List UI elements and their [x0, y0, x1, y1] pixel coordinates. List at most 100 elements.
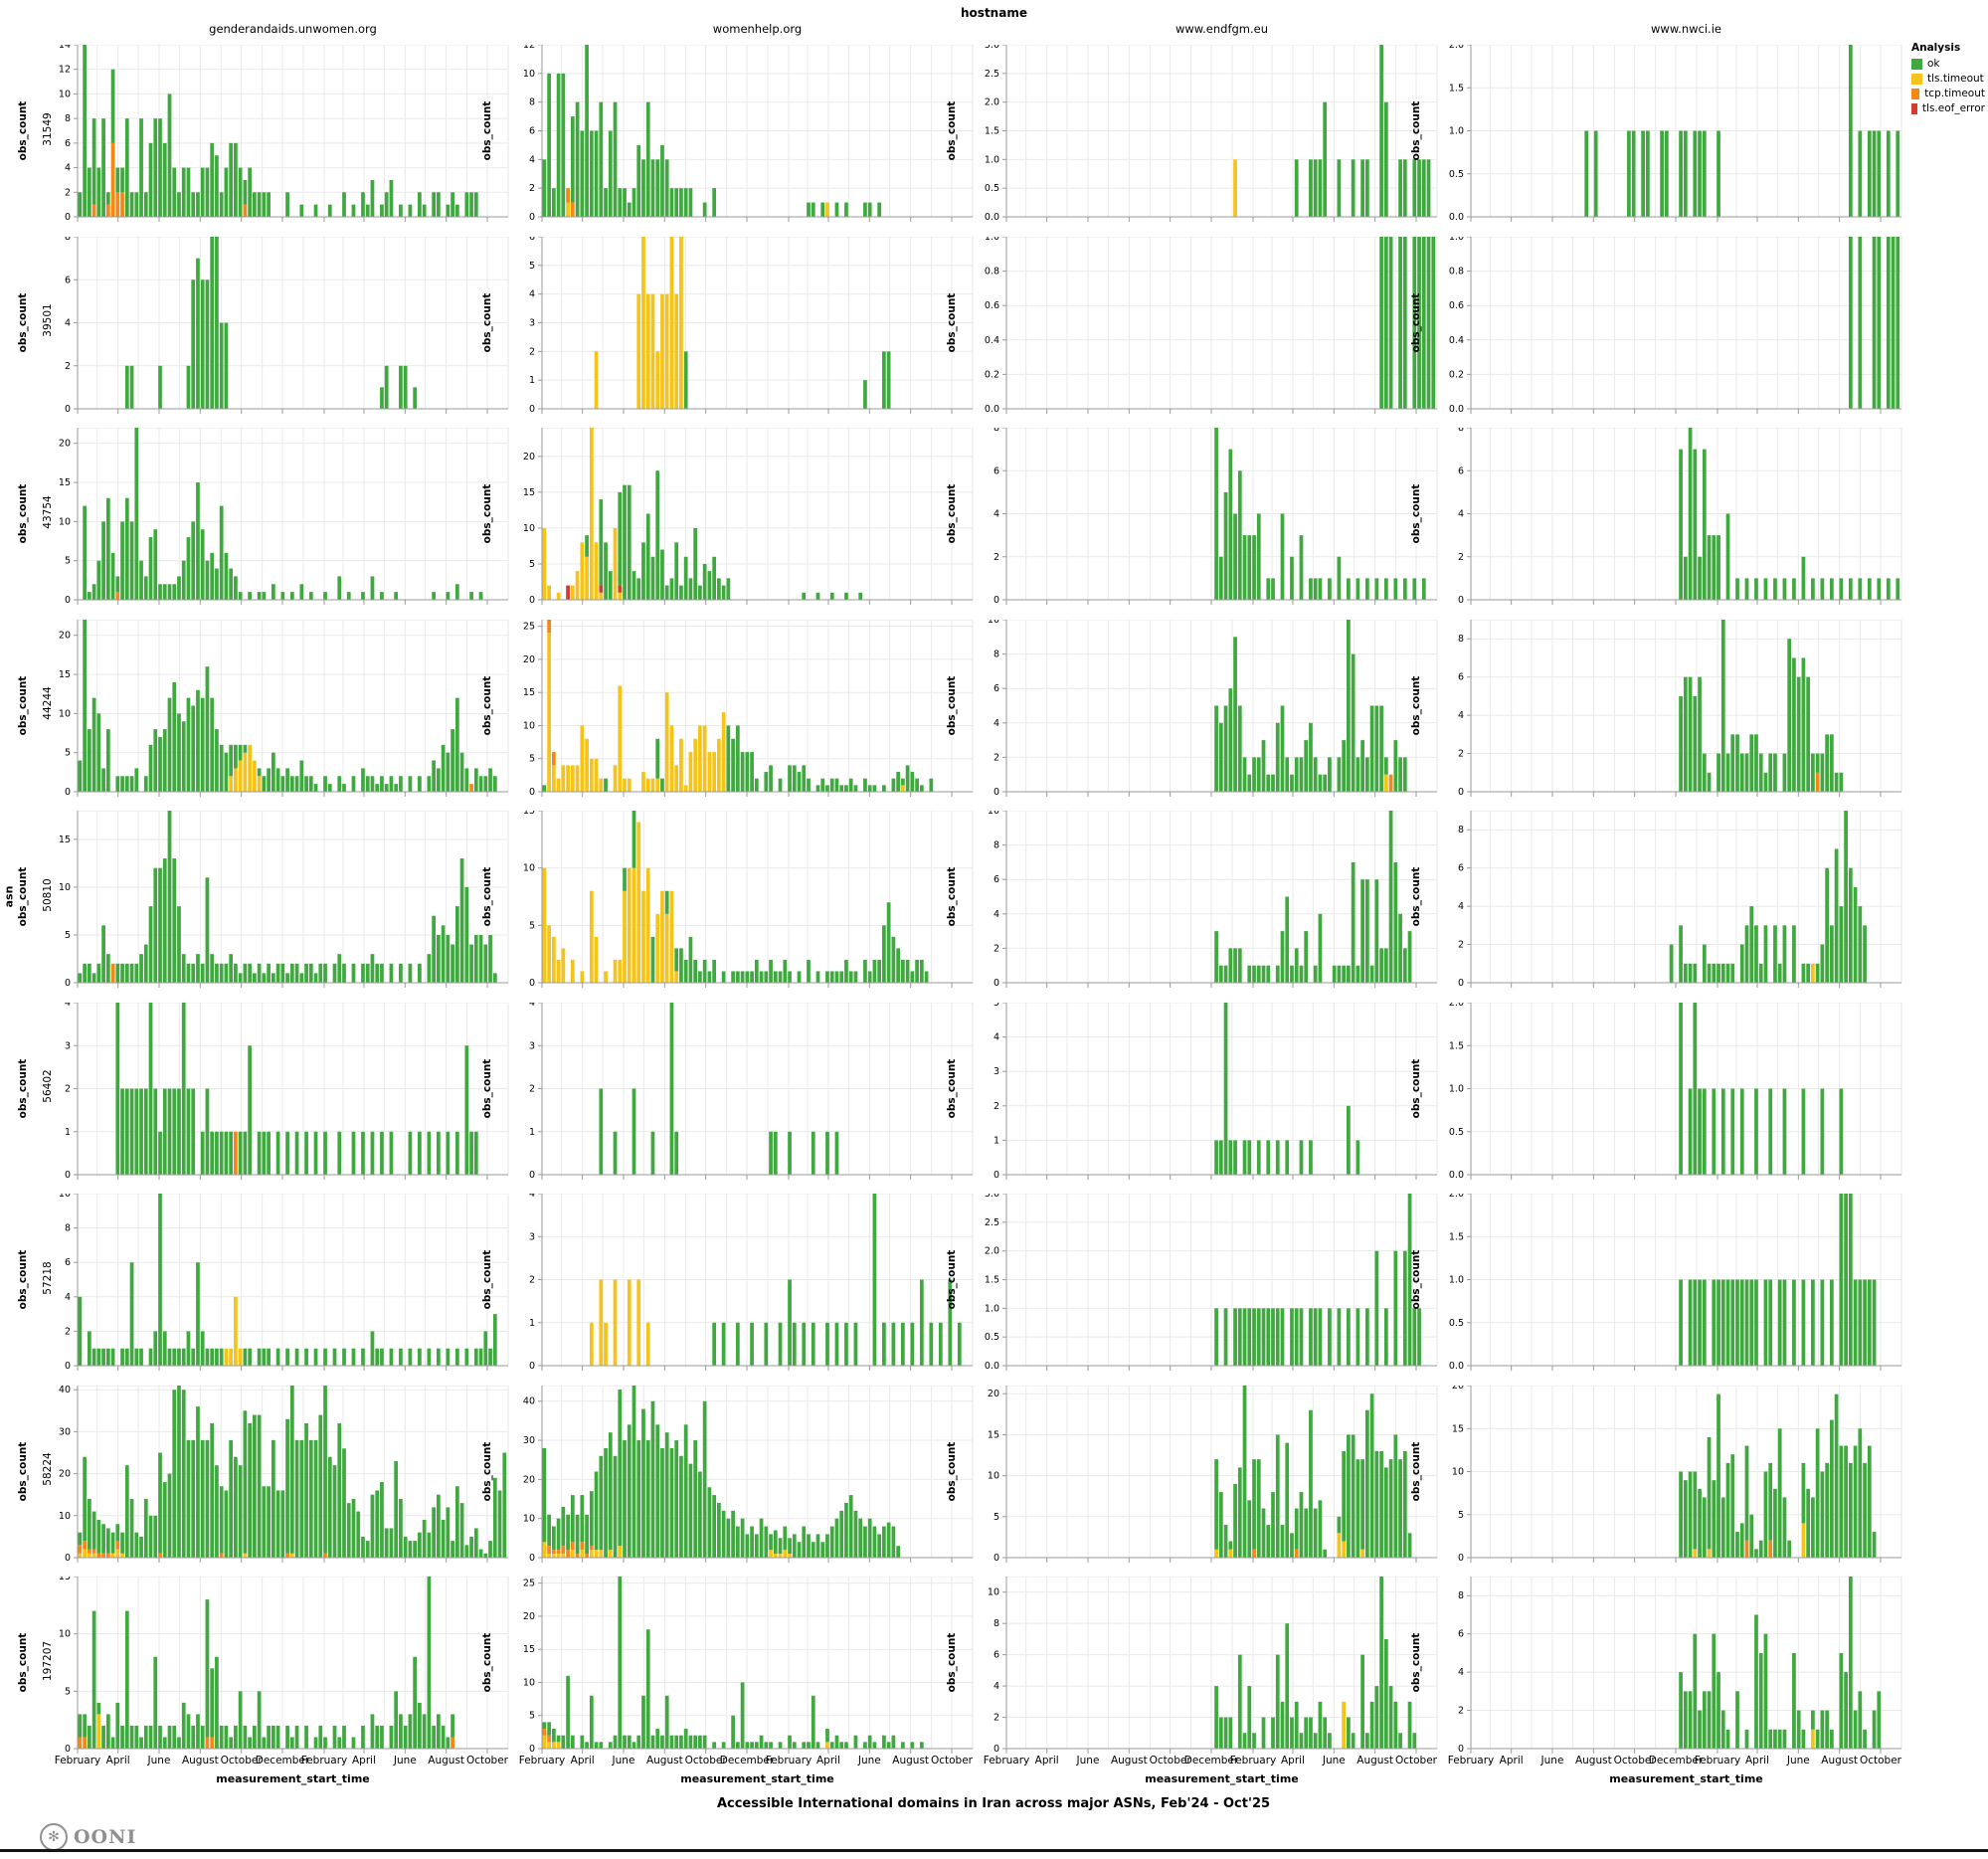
y-tick-label: 20: [523, 452, 535, 463]
bar-segment-ok: [807, 778, 811, 792]
bar-segment-ok: [863, 959, 867, 983]
bar-segment-ok: [196, 1714, 200, 1749]
bar-segment-tls: [120, 1553, 124, 1558]
bar-segment-ok: [413, 386, 418, 409]
bar-segment-ok: [1848, 45, 1853, 217]
y-tick-label: 4: [65, 317, 71, 328]
bar-segment-ok: [1782, 578, 1787, 600]
bar-segment-ok: [1328, 578, 1332, 600]
bar-segment-ok: [613, 1735, 618, 1749]
bar-segment-ok: [361, 963, 365, 983]
bar-segment-ok: [323, 1131, 327, 1175]
bar-segment-ok: [764, 771, 769, 792]
bar-segment-ok: [1242, 1733, 1247, 1749]
bar-segment-ok: [1758, 963, 1763, 983]
bar-segment-ok: [1309, 1717, 1313, 1749]
bar-segment-ok: [1858, 1427, 1863, 1558]
bar-segment-ok: [492, 1477, 497, 1558]
y-tick-label: 6: [1458, 465, 1464, 476]
bar-segment-ok: [153, 529, 158, 600]
bar-segment-ok: [1712, 1633, 1717, 1749]
bar-segment-ok: [1223, 1308, 1228, 1366]
y-tick-label: 1.0: [1449, 126, 1464, 137]
bar-segment-ok: [134, 767, 139, 792]
bar-segment-ok: [181, 954, 186, 983]
bar-segment-ok: [1787, 1540, 1792, 1558]
bar-segment-ok: [215, 1348, 219, 1366]
bar-segment-ok: [238, 1464, 243, 1558]
bar-segment-tls: [1811, 1729, 1815, 1749]
bar-segment-ok: [1660, 130, 1664, 217]
bar-segment-ok: [120, 963, 124, 983]
bar-segment-ok: [224, 167, 229, 217]
bar-segment-ok: [1712, 963, 1717, 983]
bar-segment-ok: [1730, 1279, 1735, 1366]
bar-segment-ok: [707, 571, 712, 600]
y-tick-label: 15: [59, 1577, 71, 1582]
y-tick-label: 3: [529, 1231, 535, 1242]
bar-segment-ok: [844, 202, 848, 217]
y-tick-label: 5: [994, 1003, 999, 1009]
bar-segment-ok: [375, 963, 380, 983]
bar-segment-ok: [726, 1518, 731, 1558]
bar-segment-ok: [370, 1494, 375, 1558]
y-axis-title: obs_count: [946, 1633, 958, 1693]
bar-segment-ok: [1256, 756, 1261, 792]
bar-segment-ok: [1218, 556, 1223, 600]
bar-segment-ok: [1811, 578, 1815, 600]
bar-segment-ok: [679, 1735, 683, 1749]
bar-segment-eof: [599, 585, 604, 593]
bar-segment-ok: [267, 767, 271, 792]
bar-segment-tls: [224, 1348, 229, 1366]
bar-segment-ok: [361, 767, 365, 792]
y-tick-label: 6: [65, 138, 71, 149]
bar-segment-ok: [129, 1498, 134, 1558]
bar-segment-ok: [181, 560, 186, 600]
bar-segment-ok: [815, 1742, 820, 1749]
bar-segment-ok: [745, 751, 750, 792]
bar-segment-ok: [105, 1527, 110, 1554]
y-axis-title: obs_count: [481, 292, 493, 352]
bar-segment-ok: [1773, 578, 1777, 600]
bar-segment-ok: [1702, 130, 1707, 217]
bar-segment-ok: [807, 1742, 811, 1749]
bar-segment-ok: [1299, 535, 1304, 600]
bar-segment-ok: [811, 1131, 815, 1175]
bar-segment-ok: [1218, 1139, 1223, 1175]
bar-segment-ok: [1646, 130, 1650, 217]
bar-segment-ok: [162, 1088, 167, 1175]
bar-segment-ok: [773, 1131, 778, 1175]
bar-segment-ok: [1337, 1308, 1342, 1366]
bar-segment-tls: [627, 867, 632, 983]
bar-segment-ok: [623, 188, 627, 217]
bar-segment-ok: [1820, 1088, 1825, 1175]
bar-segment-ok: [1383, 101, 1388, 217]
bar-segment-tls: [599, 592, 604, 600]
bar-segment-ok: [1426, 236, 1431, 409]
bar-segment-ok: [929, 1322, 934, 1366]
bar-segment-tcp: [210, 1737, 215, 1749]
bar-segment-ok: [436, 1714, 441, 1749]
bar-segment-ok: [664, 1695, 669, 1749]
bar-segment-ok: [177, 1385, 181, 1558]
y-tick-label: 8: [65, 1223, 71, 1234]
bar-segment-ok: [872, 1194, 877, 1366]
bar-segment-ok: [825, 1131, 829, 1175]
y-tick-label: 1.5: [1449, 83, 1464, 93]
bar-segment-ok: [101, 1348, 105, 1366]
bar-segment-ok: [1261, 1308, 1266, 1366]
bar-segment-ok: [1669, 944, 1674, 983]
y-tick-label: 2: [994, 1713, 999, 1724]
bar-segment-ok: [1342, 965, 1347, 983]
bar-segment-ok: [243, 1725, 248, 1749]
bar-segment-ok: [96, 1702, 101, 1715]
bar-segment-tls: [669, 724, 674, 792]
bar-segment-ok: [289, 1385, 294, 1554]
y-tick-label: 0.5: [985, 1332, 999, 1343]
bar-segment-ok: [262, 1348, 267, 1366]
bar-segment-ok: [726, 578, 731, 600]
bar-segment-ok: [1584, 130, 1589, 217]
y-tick-label: 2: [1458, 748, 1464, 759]
